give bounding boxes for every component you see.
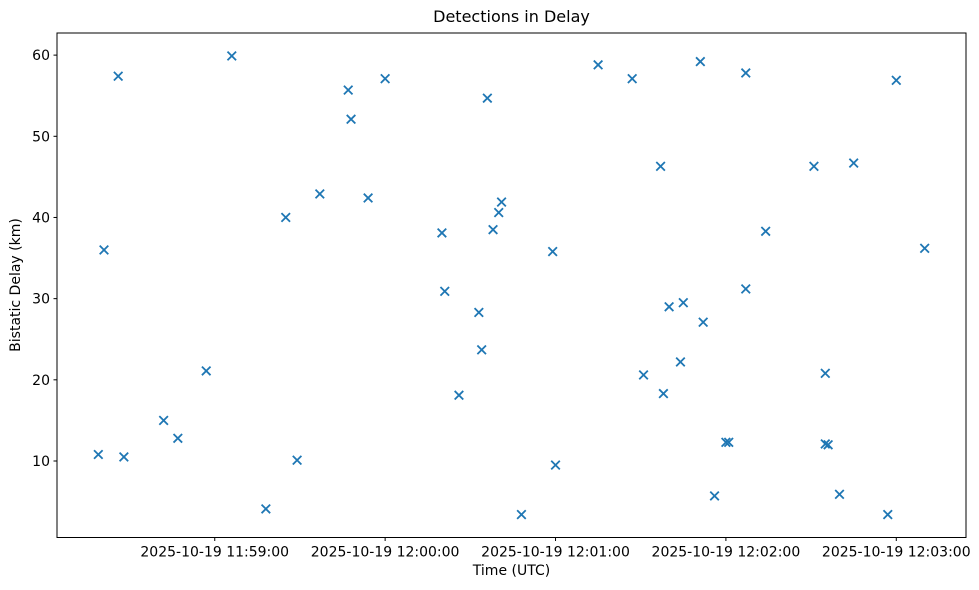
data-point-marker xyxy=(820,439,831,449)
data-point-marker xyxy=(723,437,734,448)
data-point-marker xyxy=(550,460,561,470)
data-point-marker xyxy=(658,388,669,399)
data-point-marker xyxy=(655,161,666,172)
data-point-marker xyxy=(709,490,720,501)
data-point-marker xyxy=(493,207,504,218)
data-point-marker xyxy=(488,224,498,235)
data-point-marker xyxy=(346,114,356,125)
data-point-marker xyxy=(158,415,169,426)
data-point-marker xyxy=(695,56,706,67)
data-point-marker xyxy=(473,307,484,318)
data-point-marker xyxy=(547,246,558,257)
data-point-marker xyxy=(172,433,183,444)
data-point-marker xyxy=(808,161,819,172)
x-tick-label: 2025-10-19 12:02:00 xyxy=(652,545,801,561)
data-point-marker xyxy=(343,85,354,95)
data-point-marker xyxy=(363,193,374,203)
data-point-marker xyxy=(720,437,731,448)
y-tick-label: 40 xyxy=(32,210,50,226)
data-point-marker xyxy=(113,71,124,82)
data-point-marker xyxy=(638,370,649,380)
x-tick-label: 2025-10-19 12:03:00 xyxy=(822,545,971,561)
data-point-marker xyxy=(848,158,859,169)
plot-border xyxy=(56,32,967,538)
data-point-marker xyxy=(678,297,689,308)
data-point-marker xyxy=(226,50,237,61)
data-point-marker xyxy=(118,451,129,462)
data-point-marker xyxy=(496,197,507,207)
data-point-marker xyxy=(380,73,391,84)
data-point-marker xyxy=(476,344,487,355)
data-point-marker xyxy=(664,301,675,312)
data-point-marker xyxy=(314,188,325,199)
data-point-marker xyxy=(593,59,604,70)
y-tick-label: 30 xyxy=(32,292,50,308)
data-point-marker xyxy=(882,509,893,520)
data-point-marker xyxy=(820,368,831,379)
data-point-marker xyxy=(698,317,709,328)
data-point-marker xyxy=(439,286,450,297)
y-tick-label: 50 xyxy=(32,129,50,145)
data-point-marker xyxy=(93,449,104,460)
x-axis-label: Time (UTC) xyxy=(472,563,551,579)
data-point-marker xyxy=(436,227,447,238)
data-point-marker xyxy=(760,226,771,237)
data-point-marker xyxy=(627,73,638,84)
y-tick-label: 60 xyxy=(32,48,50,64)
x-tick-label: 2025-10-19 11:59:00 xyxy=(140,545,289,561)
data-point-marker xyxy=(740,283,751,294)
data-point-marker xyxy=(201,365,212,376)
y-tick-label: 20 xyxy=(32,373,50,389)
data-point-marker xyxy=(292,455,303,466)
data-point-marker xyxy=(891,75,902,86)
data-point-marker xyxy=(260,503,271,514)
x-tick-label: 2025-10-19 12:00:00 xyxy=(311,545,460,561)
y-tick-label: 10 xyxy=(32,454,50,470)
data-point-marker xyxy=(919,243,930,254)
data-point-marker xyxy=(834,489,845,500)
data-point-marker xyxy=(675,357,686,367)
chart-title: Detections in Delay xyxy=(433,7,590,26)
data-point-marker xyxy=(454,390,464,401)
data-point-marker xyxy=(482,93,493,104)
data-point-marker xyxy=(740,68,751,78)
data-point-marker xyxy=(280,212,291,223)
x-tick-label: 2025-10-19 12:01:00 xyxy=(481,545,630,561)
data-point-marker xyxy=(99,245,109,255)
data-point-marker xyxy=(823,439,834,450)
data-point-marker xyxy=(516,509,527,520)
